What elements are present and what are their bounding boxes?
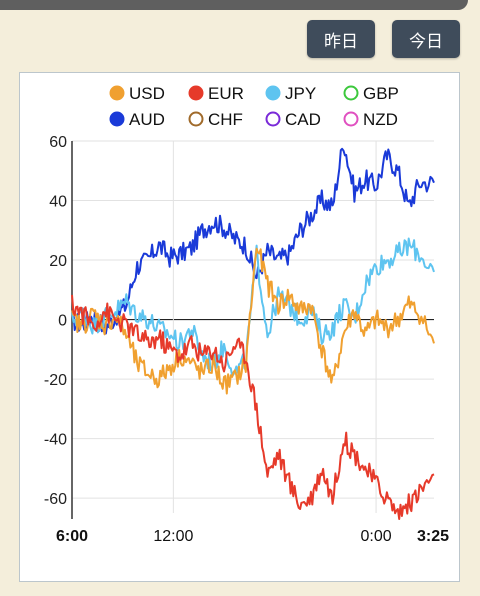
legend-label-jpy: JPY (285, 84, 316, 103)
today-button[interactable]: 今日 (392, 20, 460, 58)
legend-marker-gbp (343, 85, 359, 101)
legend-marker-nzd (343, 111, 359, 127)
legend-label-usd: USD (129, 84, 165, 103)
legend-marker-usd (109, 85, 125, 101)
y-tick-label: 40 (49, 194, 67, 211)
chart-card: 60 40 20 0 -20 -40 -60 6:00 12:00 0:00 3:25 USD EUR J… (19, 72, 460, 582)
legend-label-cad: CAD (285, 110, 321, 129)
series-line-usd (71, 247, 435, 395)
top-toolbar-edge (0, 0, 468, 10)
legend-label-eur: EUR (208, 84, 244, 103)
currency-strength-chart: 60 40 20 0 -20 -40 -60 6:00 12:00 0:00 3:25 USD EUR J… (44, 84, 449, 545)
legend-label-nzd: NZD (363, 110, 398, 129)
y-tick-label: 0 (58, 313, 67, 330)
yesterday-button[interactable]: 昨日 (307, 20, 375, 58)
series-line-aud (71, 147, 435, 335)
legend-label-gbp: GBP (363, 84, 399, 103)
y-tick-label: 60 (49, 134, 67, 151)
y-tick-label: -20 (44, 372, 67, 389)
legend-marker-jpy (265, 85, 281, 101)
legend-label-aud: AUD (129, 110, 165, 129)
x-tick-label: 0:00 (361, 528, 392, 545)
y-tick-label: -40 (44, 432, 67, 449)
series-line-eur (71, 294, 435, 520)
legend-marker-chf (188, 111, 204, 127)
y-tick-label: 20 (49, 253, 67, 270)
legend-marker-cad (265, 111, 281, 127)
legend-label-chf: CHF (208, 110, 243, 129)
y-tick-label: -60 (44, 491, 67, 508)
x-tick-label: 3:25 (417, 528, 449, 545)
legend-marker-eur (188, 85, 204, 101)
x-tick-label: 6:00 (56, 528, 88, 545)
legend-marker-aud (109, 111, 125, 127)
x-tick-label: 12:00 (153, 528, 193, 545)
